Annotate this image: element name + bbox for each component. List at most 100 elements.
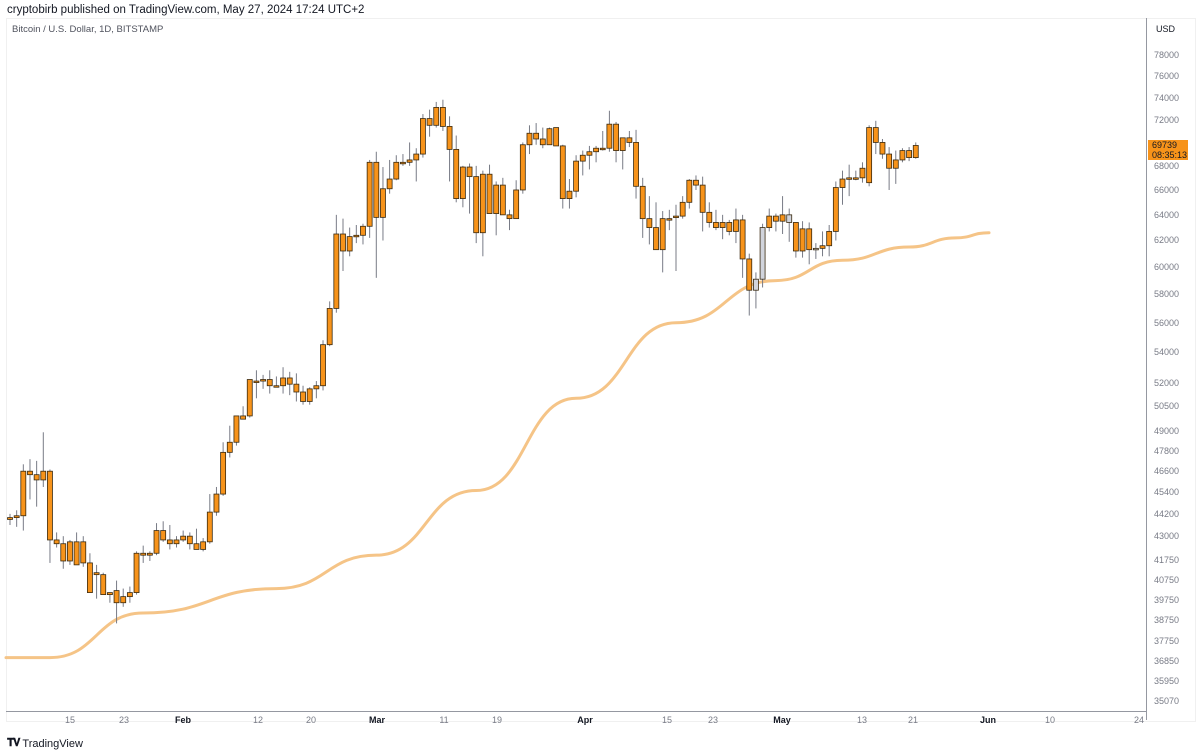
candle[interactable] xyxy=(493,181,500,236)
candle[interactable] xyxy=(766,208,773,232)
candle[interactable] xyxy=(40,432,47,487)
candle[interactable] xyxy=(912,142,919,159)
candle[interactable] xyxy=(453,135,460,203)
candle[interactable] xyxy=(599,130,606,151)
candle[interactable] xyxy=(160,521,167,542)
candle[interactable] xyxy=(626,130,633,148)
candle[interactable] xyxy=(326,301,333,347)
candle[interactable] xyxy=(306,387,313,405)
candle[interactable] xyxy=(846,164,853,197)
candle[interactable] xyxy=(300,385,306,405)
candle[interactable] xyxy=(673,204,679,272)
candle[interactable] xyxy=(586,145,593,170)
candle[interactable] xyxy=(193,528,200,550)
candle[interactable] xyxy=(639,177,646,238)
candle[interactable] xyxy=(539,127,546,149)
candle[interactable] xyxy=(133,551,140,595)
candle[interactable] xyxy=(832,181,839,241)
candle[interactable] xyxy=(313,381,320,399)
candle[interactable] xyxy=(240,406,247,420)
candle[interactable] xyxy=(200,538,207,552)
candle[interactable] xyxy=(579,150,586,176)
candle[interactable] xyxy=(333,214,340,313)
candle[interactable] xyxy=(566,179,573,209)
candle[interactable] xyxy=(526,125,533,155)
candle[interactable] xyxy=(366,159,373,238)
candle[interactable] xyxy=(360,223,366,245)
candle[interactable] xyxy=(719,214,726,240)
candle[interactable] xyxy=(446,116,453,182)
candle[interactable] xyxy=(812,243,819,259)
candle[interactable] xyxy=(459,165,466,208)
candle[interactable] xyxy=(120,588,127,607)
candle[interactable] xyxy=(220,442,227,496)
candle[interactable] xyxy=(7,513,13,525)
candle[interactable] xyxy=(633,129,639,199)
candle[interactable] xyxy=(180,530,187,542)
candle[interactable] xyxy=(799,221,806,258)
candle[interactable] xyxy=(593,145,599,163)
candlestick-plot[interactable] xyxy=(0,0,1146,711)
candle[interactable] xyxy=(646,196,653,245)
candle[interactable] xyxy=(280,367,286,394)
candle[interactable] xyxy=(173,536,180,548)
candle[interactable] xyxy=(293,373,300,402)
candle[interactable] xyxy=(406,142,413,166)
candle[interactable] xyxy=(393,155,400,181)
candle[interactable] xyxy=(380,167,386,241)
candle[interactable] xyxy=(653,202,659,251)
candle[interactable] xyxy=(67,539,73,565)
candle[interactable] xyxy=(426,109,433,137)
candle[interactable] xyxy=(733,208,739,244)
candle[interactable] xyxy=(33,460,40,507)
candle[interactable] xyxy=(773,213,779,232)
candle[interactable] xyxy=(699,176,706,232)
candle[interactable] xyxy=(559,144,566,209)
candle[interactable] xyxy=(533,123,540,145)
candle[interactable] xyxy=(726,219,733,236)
candle[interactable] xyxy=(213,486,220,516)
currency-label[interactable]: USD xyxy=(1156,24,1176,34)
candle[interactable] xyxy=(413,148,420,182)
candle[interactable] xyxy=(713,209,719,231)
candle[interactable] xyxy=(93,564,100,599)
candle[interactable] xyxy=(479,170,486,257)
candle[interactable] xyxy=(839,170,846,205)
footer-brand[interactable]: 𝐓𝐕 TradingView xyxy=(7,737,83,750)
candle[interactable] xyxy=(666,209,673,231)
candle[interactable] xyxy=(499,177,506,216)
candle[interactable] xyxy=(473,165,480,244)
candle[interactable] xyxy=(819,231,826,257)
candle[interactable] xyxy=(346,227,353,257)
candle[interactable] xyxy=(126,586,133,603)
candle[interactable] xyxy=(260,374,266,389)
candle[interactable] xyxy=(386,159,393,194)
candle[interactable] xyxy=(466,163,473,214)
candle[interactable] xyxy=(826,225,833,257)
candle[interactable] xyxy=(206,494,213,544)
candle[interactable] xyxy=(659,211,666,273)
candle[interactable] xyxy=(340,218,346,272)
candle[interactable] xyxy=(113,580,120,624)
candle[interactable] xyxy=(60,536,67,569)
candle[interactable] xyxy=(693,175,699,190)
candle[interactable] xyxy=(286,371,293,396)
candle[interactable] xyxy=(400,154,406,166)
candle[interactable] xyxy=(320,340,326,391)
candle[interactable] xyxy=(233,415,240,446)
candle[interactable] xyxy=(886,147,893,190)
candle[interactable] xyxy=(266,370,273,394)
candle[interactable] xyxy=(792,222,799,258)
candle[interactable] xyxy=(739,214,746,278)
candle[interactable] xyxy=(753,272,759,309)
candle[interactable] xyxy=(859,162,866,183)
candle[interactable] xyxy=(613,121,619,163)
candle[interactable] xyxy=(879,138,886,159)
candle[interactable] xyxy=(486,164,493,214)
candle[interactable] xyxy=(686,179,693,209)
candle[interactable] xyxy=(759,223,766,288)
candle[interactable] xyxy=(679,196,686,219)
candle[interactable] xyxy=(107,592,113,603)
candle[interactable] xyxy=(519,142,526,194)
candle[interactable] xyxy=(513,180,520,220)
